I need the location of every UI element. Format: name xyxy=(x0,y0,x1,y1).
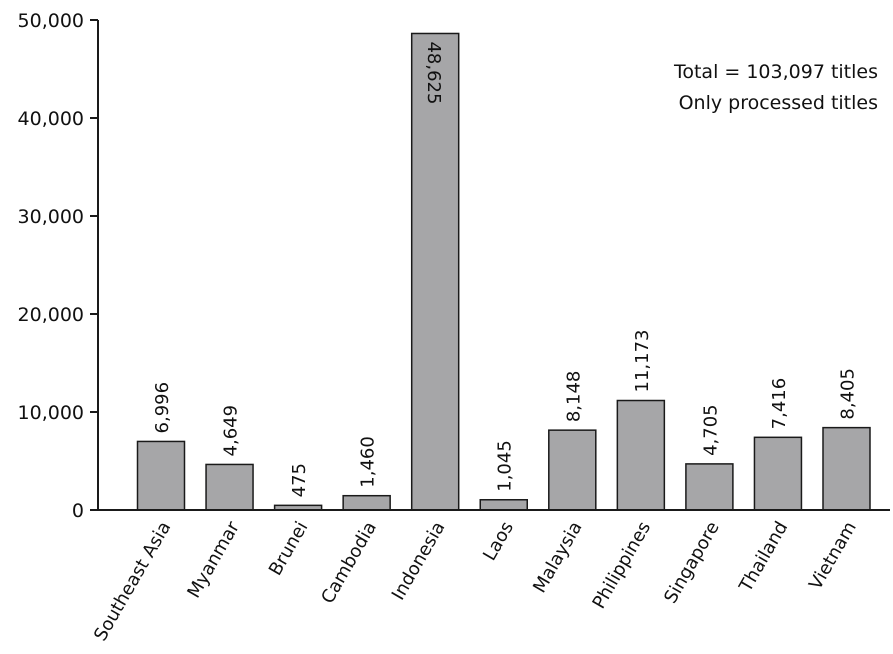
bar-value-label: 475 xyxy=(289,463,310,497)
bar xyxy=(479,499,528,511)
bar-value-label: 11,173 xyxy=(632,330,653,393)
x-tick-label: Brunei xyxy=(265,518,313,579)
bar xyxy=(205,463,254,511)
bar-value-label: 4,705 xyxy=(700,404,721,456)
bar xyxy=(136,440,186,511)
y-axis-ticks: 0 10,000 20,000 30,000 40,000 50,000 xyxy=(18,10,98,522)
bar-value-label: 1,460 xyxy=(358,436,379,488)
bar xyxy=(410,32,460,511)
bars xyxy=(136,32,871,511)
x-tick-label: Vietnam xyxy=(805,518,861,593)
bar xyxy=(685,463,734,511)
x-tick-label: Laos xyxy=(479,518,518,564)
x-axis-labels: Southeast Asia Myanmar Brunei Cambodia Indon… xyxy=(90,517,861,644)
x-tick-label: Indonesia xyxy=(388,518,450,604)
annotation-processed: Only processed titles xyxy=(679,92,878,114)
y-tick-label: 40,000 xyxy=(18,108,84,130)
x-tick-label: Southeast Asia xyxy=(90,518,175,645)
bar xyxy=(822,426,871,511)
bar-value-label: 7,416 xyxy=(769,378,790,430)
bar-value-label: 8,405 xyxy=(838,368,859,420)
bar xyxy=(548,429,597,511)
bar-value-label: 1,045 xyxy=(495,440,516,492)
y-tick-label: 10,000 xyxy=(18,402,84,424)
bar-value-label: 8,148 xyxy=(563,371,584,423)
bar xyxy=(753,436,803,511)
bar-value-label: 48,625 xyxy=(423,41,444,104)
bar xyxy=(342,494,391,511)
annotation-total: Total = 103,097 titles xyxy=(673,61,878,83)
x-tick-label: Thailand xyxy=(735,518,792,596)
value-labels: 6,996 4,649 475 1,460 48,625 1,045 8,148 11,173… xyxy=(152,41,859,497)
bar-value-label: 4,649 xyxy=(221,405,242,457)
x-tick-label: Malaysia xyxy=(529,518,587,597)
x-tick-label: Philippines xyxy=(589,518,656,612)
x-tick-label: Myanmar xyxy=(183,517,244,601)
y-tick-label: 50,000 xyxy=(18,10,84,32)
y-tick-label: 20,000 xyxy=(18,304,84,326)
y-tick-label: 0 xyxy=(72,500,84,522)
x-tick-label: Singapore xyxy=(660,518,724,607)
bar-value-label: 6,996 xyxy=(152,382,173,434)
x-tick-label: Cambodia xyxy=(317,518,381,607)
bar xyxy=(616,399,666,511)
y-tick-label: 30,000 xyxy=(18,206,84,228)
